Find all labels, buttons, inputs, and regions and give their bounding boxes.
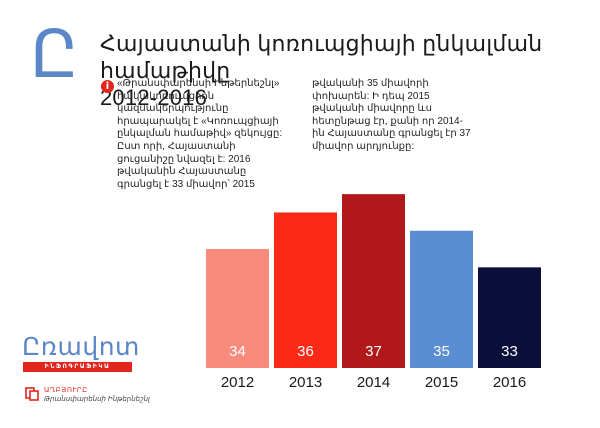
description-left: «Թրանսփարենսի Ինթերնեշնլ» հակակոռուպցիոն… [117, 78, 283, 190]
bar-2012 [206, 249, 269, 368]
data-label-2014: 37 [365, 343, 382, 360]
page-title: Հայաստանի կոռուպցիայի ընկալման համաթիվը … [100, 30, 580, 111]
brand-logo: Ըռավոտ [22, 332, 140, 361]
bar-2013 [274, 212, 337, 368]
x-tick-label-2014: 2014 [357, 374, 390, 391]
x-tick-label-2012: 2012 [221, 374, 254, 391]
title-line-2: 2012-2016 [100, 85, 208, 110]
info-icon: i [101, 80, 114, 93]
title-line-1: Հայաստանի կոռուպցիայի ընկալման համաթիվը [100, 31, 543, 83]
data-label-2012: 34 [229, 343, 246, 360]
x-tick-label-2015: 2015 [425, 374, 458, 391]
data-label-2016: 33 [501, 343, 518, 360]
bar-2015 [410, 230, 473, 368]
source-value: Թրանսփարենսի Ինթերնեշնլ [44, 396, 150, 403]
brand-tagline: ԻՆՖՈԳՐԱՖԻԿԱ [23, 362, 132, 372]
data-label-2013: 36 [297, 343, 314, 360]
document-icon [25, 387, 39, 401]
logo-letter: Ը [30, 16, 79, 93]
data-label-2015: 35 [433, 343, 450, 360]
x-tick-label-2016: 2016 [493, 374, 526, 391]
source-label: ԱՂԲՅՈՒՐԸ [44, 387, 88, 394]
bar-2016 [478, 267, 541, 368]
bar-2014 [342, 194, 405, 368]
description-right: թվականի 35 միավորի փոխարեն: Ի դեպ 2015 թ… [312, 78, 471, 152]
x-tick-label-2013: 2013 [289, 374, 322, 391]
